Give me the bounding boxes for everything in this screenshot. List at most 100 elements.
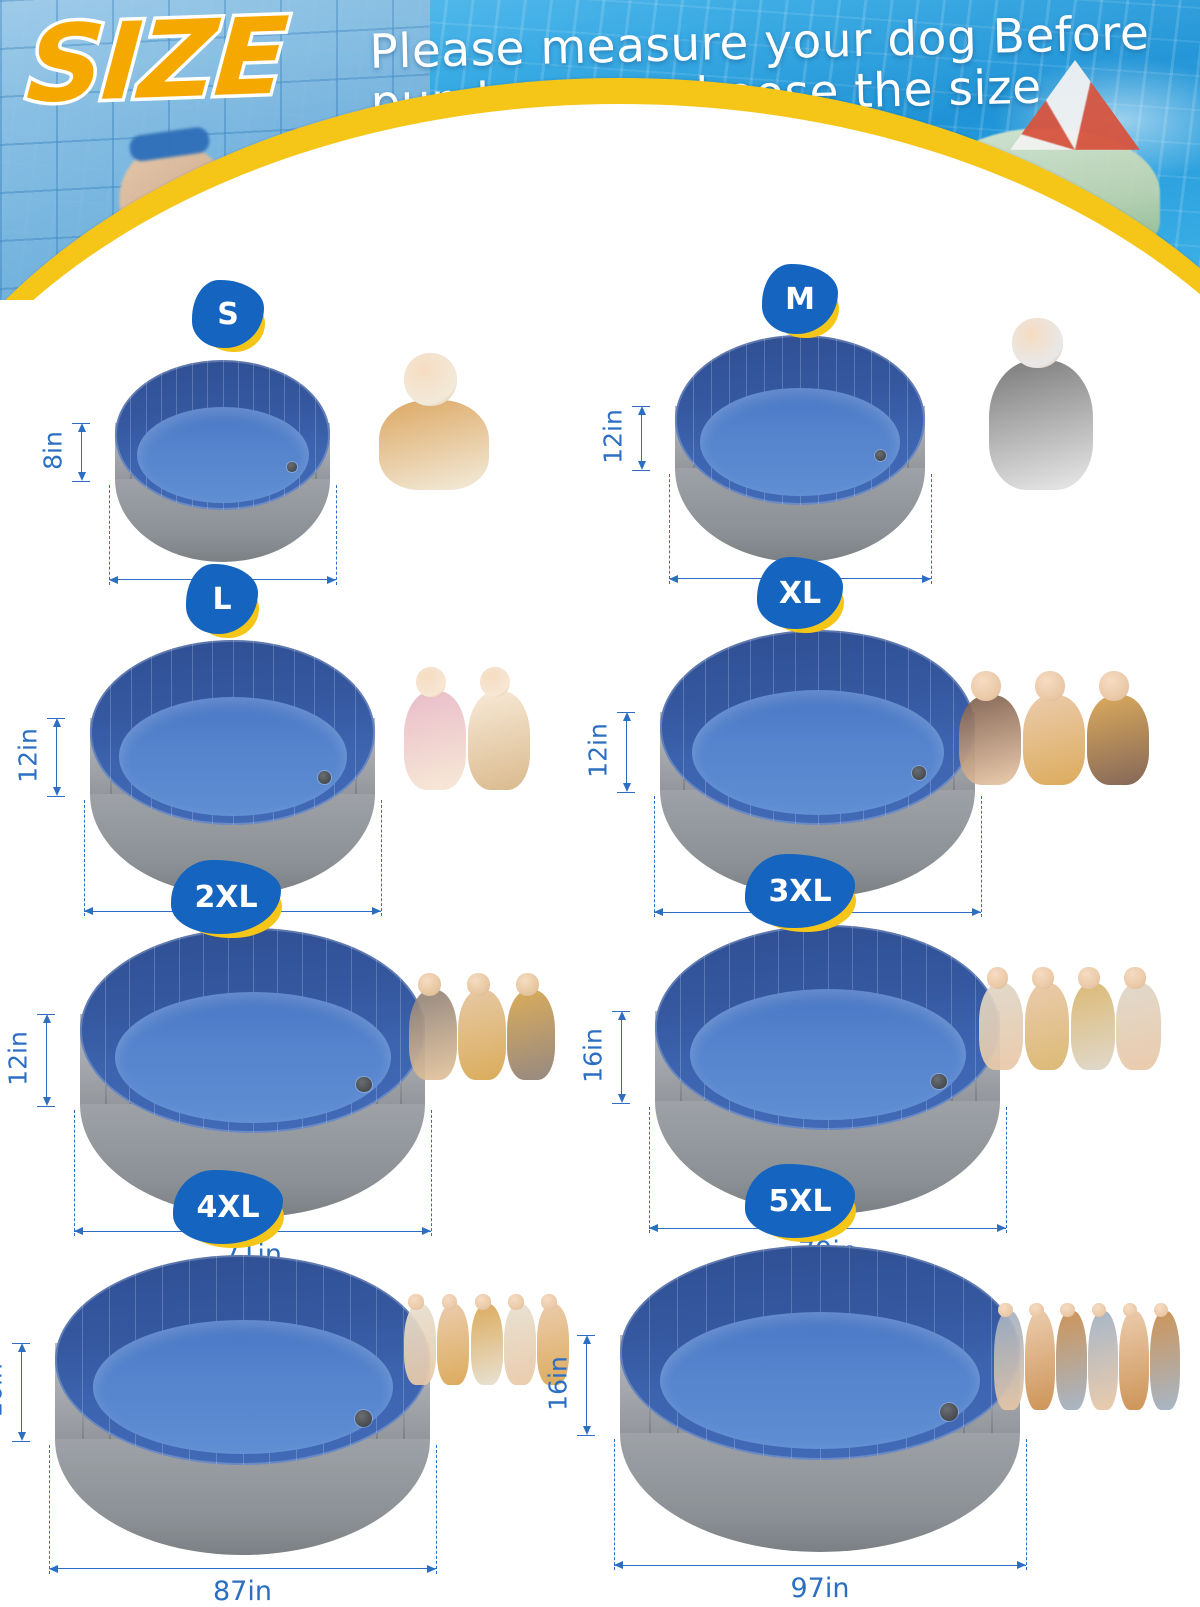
width-extension-line [669,474,670,584]
subject-head [971,670,1002,701]
pool-floor [92,1320,393,1455]
height-arrow [617,1094,626,1104]
height-arrow [622,711,631,721]
size-badge-label: XL [757,557,844,633]
subject-figure [1070,983,1115,1070]
height-tick [632,406,650,408]
height-tick [577,1335,595,1337]
drain-plug-icon [318,770,331,784]
subject-head [1078,967,1100,989]
width-extension-line [649,1107,650,1234]
drain-plug-icon [940,1403,958,1422]
pool-illustration-l [90,640,375,903]
width-arrow-left [84,907,93,915]
subject-head [1029,1302,1044,1318]
width-extension-line [614,1439,615,1571]
drain-plug-icon [912,766,927,781]
height-arrow [622,782,631,792]
subject-head [997,1302,1013,1318]
pool-illustration-m [675,335,925,569]
height-tick [47,795,65,797]
subject-figure [1022,695,1085,785]
subject-head [416,667,447,698]
pool-floor [136,406,309,503]
height-tick [72,481,90,482]
size-badge-4xl: 4XL [173,1170,284,1248]
subject-head [403,352,458,406]
subject-figure [1149,1310,1181,1410]
pool-wall-seam [354,640,356,825]
height-arrow [77,423,86,432]
width-extension-line [109,485,110,585]
width-arrow-right [997,1224,1006,1232]
width-arrow-right [427,1564,436,1573]
pool-wall-seam [692,335,694,505]
width-dimension-line [49,1568,436,1569]
pool-wall-seam [110,640,112,825]
height-arrow [617,1011,626,1021]
height-tick [577,1435,595,1437]
diameter-value-5xl: 97in [790,1572,850,1604]
height-arrow [582,1426,591,1436]
pool-floor [660,1311,980,1450]
subject-photo-xl [955,640,1190,785]
pool-wall-seam [991,1245,993,1460]
height-arrow [582,1335,591,1345]
subject-figure [409,990,457,1080]
width-arrow-left [74,1227,83,1235]
subject-figure [1056,1310,1087,1410]
pool-wall-seam [648,1245,650,1460]
drain-plug-icon [355,1409,372,1427]
width-arrow-right [1017,1561,1026,1569]
subject-photo-3xl [975,930,1190,1070]
pool-illustration-xl [660,630,975,905]
width-arrow-left [654,908,663,916]
subject-head [1099,670,1130,701]
subject-photo-s [375,345,560,490]
height-tick [47,717,65,719]
subject-figure [1024,983,1070,1070]
width-arrow-left [614,1561,623,1569]
height-value-m: 12in [598,409,628,465]
subject-figure [458,990,506,1080]
subject-figure [994,1310,1025,1410]
pool-wall-seam [314,360,316,510]
width-dimension-line [614,1564,1026,1566]
width-arrow-left [669,574,678,583]
subject-photo-m [985,280,1160,490]
height-dimension-line [621,1017,622,1098]
size-badge-label: 3XL [745,854,856,932]
height-value-4xl: 16in [0,1363,8,1418]
height-arrow [52,717,61,727]
subject-head [408,1294,425,1310]
pool-wall-seam [975,925,977,1130]
subject-figure [468,690,531,790]
height-arrow [77,472,86,481]
height-value-xl: 12in [583,723,613,778]
width-extension-line [931,474,932,584]
height-tick [37,1014,55,1016]
subject-head [474,1294,491,1310]
height-arrow [42,1097,51,1107]
width-arrow-right [327,575,336,584]
pool-floor [700,387,900,497]
height-tick [612,1011,630,1013]
pool-illustration-2xl [80,928,425,1225]
subject-head [1124,967,1146,989]
subject-head [1060,1302,1075,1318]
diameter-value-4xl: 87in [213,1576,272,1607]
subject-figure [1118,1310,1149,1410]
pool-wall-seam [907,335,909,505]
height-dimension-line [81,429,82,475]
width-extension-line [84,799,85,917]
pool-floor [118,697,347,816]
subject-figure [1087,1310,1118,1410]
pool-wall-seam [400,928,402,1133]
size-badge-3xl: 3XL [745,854,856,932]
header-banner: SIZE Please measure your dog Before purc… [0,0,1200,300]
subject-figure [537,1304,570,1385]
subject-figure [404,1304,437,1385]
pool-wall-seam [81,1255,83,1465]
height-tick [37,1106,55,1108]
pool-wall-seam [403,1255,405,1465]
